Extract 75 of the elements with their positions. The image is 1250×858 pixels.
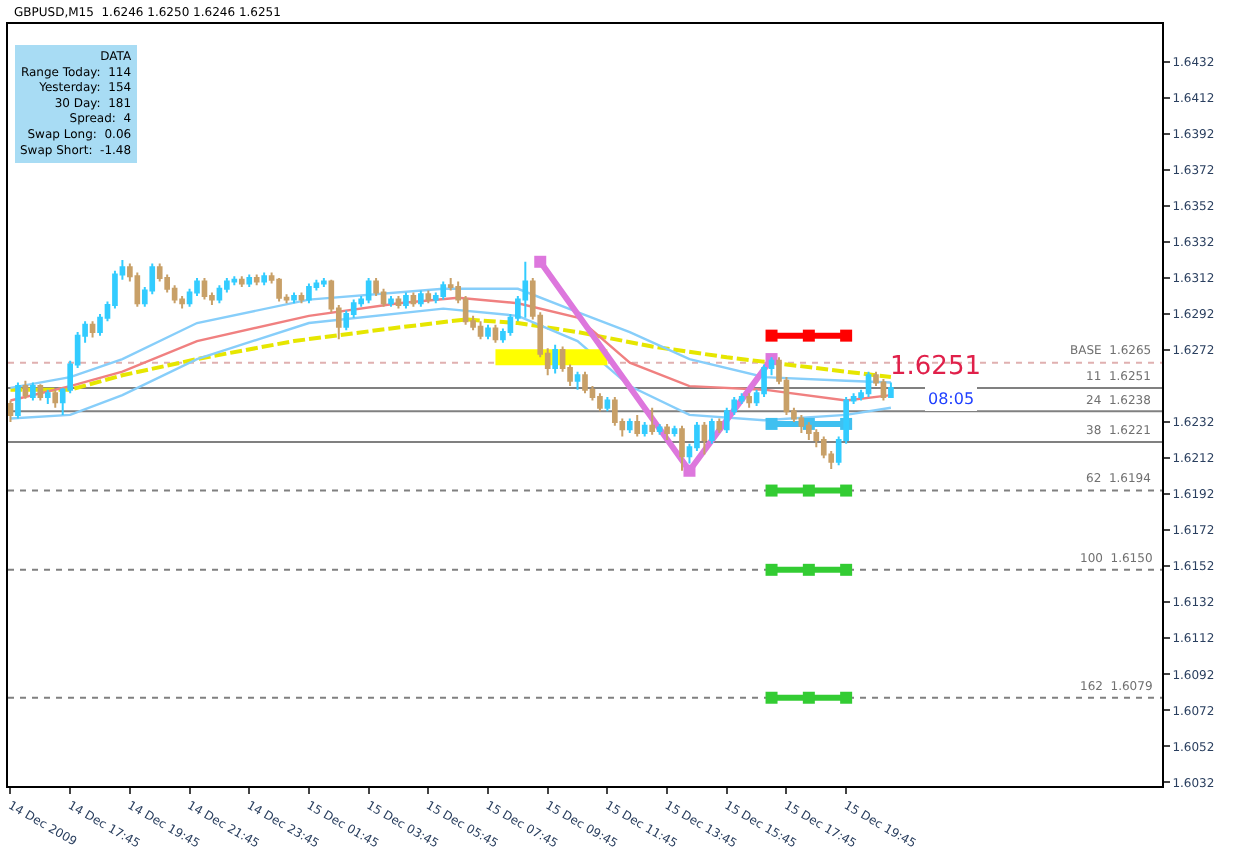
point <box>765 691 778 704</box>
candlestick <box>418 289 424 308</box>
candlestick <box>656 422 663 436</box>
candlestick <box>89 320 96 339</box>
annotation: 1.6251 <box>890 352 981 382</box>
point <box>840 563 853 576</box>
candlestick <box>679 424 685 472</box>
candlestick <box>664 422 670 442</box>
candlestick <box>492 323 499 344</box>
candlestick <box>582 370 588 395</box>
candlestick <box>253 273 260 287</box>
candlestick <box>634 413 641 438</box>
candlestick <box>52 388 59 409</box>
candlestick <box>649 406 655 436</box>
candlestick <box>388 295 394 308</box>
point <box>534 255 547 268</box>
candlestick <box>22 379 29 400</box>
candlestick <box>30 381 36 402</box>
line-series <box>8 317 893 392</box>
candlestick <box>798 413 805 434</box>
candlestick <box>306 282 312 305</box>
point <box>765 484 778 497</box>
candlestick <box>597 392 603 413</box>
candlestick <box>477 320 484 341</box>
candlestick <box>246 273 253 288</box>
candlestick <box>44 388 51 406</box>
candlestick <box>37 383 44 402</box>
point <box>840 691 853 704</box>
candlestick <box>15 381 21 420</box>
candlestick <box>276 277 282 303</box>
candlestick <box>485 323 491 341</box>
candlestick <box>403 291 409 310</box>
candlestick <box>716 417 723 434</box>
line-series <box>9 287 893 390</box>
candlestick <box>231 275 238 287</box>
candlestick <box>261 271 267 287</box>
candlestick <box>216 284 223 305</box>
candlestick <box>709 417 715 445</box>
candlestick <box>238 275 245 288</box>
candlestick <box>626 417 633 434</box>
candlestick <box>746 392 752 409</box>
candlestick <box>671 424 678 438</box>
candlestick <box>395 295 402 310</box>
candlestick <box>134 271 141 308</box>
candlestick <box>291 291 297 305</box>
candlestick <box>410 291 417 308</box>
point <box>802 329 815 342</box>
candlestick <box>440 280 447 301</box>
candlestick <box>425 289 432 305</box>
candlestick <box>880 377 887 402</box>
line-series <box>9 296 893 402</box>
candlestick <box>865 370 872 398</box>
candlestick <box>604 395 611 413</box>
candlestick <box>8 399 14 424</box>
point <box>802 691 815 704</box>
point <box>683 464 696 477</box>
candlestick <box>298 291 305 305</box>
point <box>765 329 778 342</box>
candlestick <box>552 343 558 375</box>
point <box>765 417 778 430</box>
candlestick <box>522 260 529 319</box>
candlestick <box>888 381 894 398</box>
point <box>840 329 853 342</box>
candlestick <box>574 370 581 391</box>
point <box>802 563 815 576</box>
point <box>802 484 815 497</box>
annotation: 08:05 <box>928 390 975 408</box>
point <box>765 563 778 576</box>
point <box>840 484 853 497</box>
candlestick <box>365 277 372 305</box>
candlestick <box>761 363 767 398</box>
candlestick <box>641 421 648 438</box>
candlestick <box>701 421 708 456</box>
candlestick <box>201 277 208 301</box>
candlestick <box>321 277 327 288</box>
